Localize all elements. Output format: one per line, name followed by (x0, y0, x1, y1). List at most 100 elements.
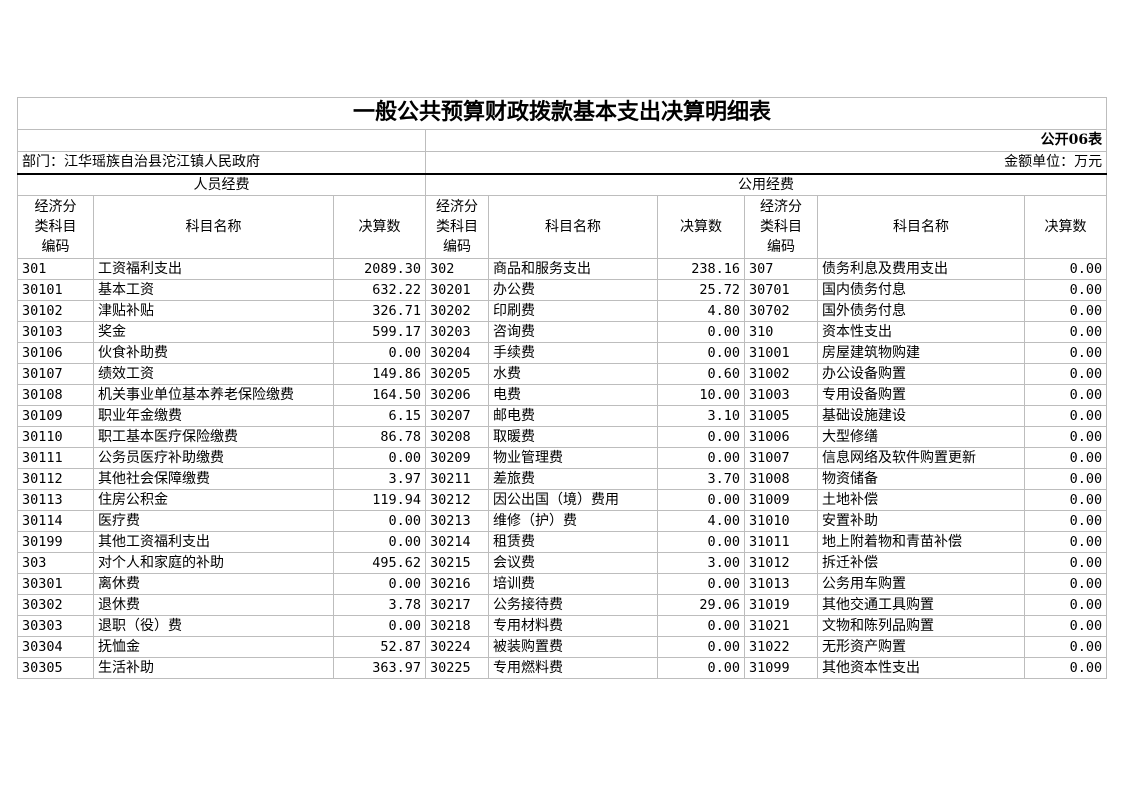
cell-name: 会议费 (488, 552, 658, 574)
cell-amount: 0.00 (657, 636, 745, 658)
cell-code: 31001 (744, 342, 818, 364)
cell-name: 信息网络及软件购置更新 (817, 447, 1025, 469)
header-amount: 决算数 (657, 195, 745, 259)
cell-code: 31005 (744, 405, 818, 427)
cell-amount: 0.00 (1023, 510, 1108, 532)
table-row: 30102 津贴补贴 326.71 30202 印刷费 4.80 30702 国外债务付息 0.… (17, 300, 1108, 322)
cell-name: 离休费 (93, 573, 334, 595)
cell-code: 30304 (17, 636, 94, 658)
cell-amount: 0.00 (333, 573, 426, 595)
cell-code: 303 (17, 552, 94, 574)
cell-name: 电费 (488, 384, 658, 406)
cell-name: 培训费 (488, 573, 658, 595)
table-row: 30109 职业年金缴费 6.15 30207 邮电费 3.10 31005 基础设施建设 0.… (17, 405, 1108, 427)
cell-name: 差旅费 (488, 468, 658, 490)
cell-name: 对个人和家庭的补助 (93, 552, 334, 574)
cell-code: 30209 (425, 447, 489, 469)
cell-code: 30216 (425, 573, 489, 595)
cell-code: 30101 (17, 279, 94, 301)
cell-amount: 0.00 (1023, 531, 1108, 553)
cell-amount: 599.17 (333, 321, 426, 343)
header-code: 经济分 类科目 编码 (425, 195, 489, 259)
cell-amount: 0.00 (1023, 384, 1108, 406)
cell-name: 职工基本医疗保险缴费 (93, 426, 334, 448)
cell-code: 30301 (17, 573, 94, 595)
cell-code: 30103 (17, 321, 94, 343)
cell-name: 租赁费 (488, 531, 658, 553)
cell-amount: 52.87 (333, 636, 426, 658)
header-code: 经济分 类科目 编码 (744, 195, 818, 259)
cell-amount: 0.00 (1023, 321, 1108, 343)
cell-name: 国内债务付息 (817, 279, 1025, 301)
cell-amount: 632.22 (333, 279, 426, 301)
cell-code: 30211 (425, 468, 489, 490)
cell-amount: 0.00 (333, 510, 426, 532)
cell-amount: 0.00 (657, 615, 745, 637)
table-row: 30302 退休费 3.78 30217 公务接待费 29.06 31019 其他交通工具购置… (17, 594, 1108, 616)
cell-code: 31003 (744, 384, 818, 406)
cell-name: 医疗费 (93, 510, 334, 532)
table-row: 303 对个人和家庭的补助 495.62 30215 会议费 3.00 31012 拆迁补偿 0… (17, 552, 1108, 574)
header-name: 科目名称 (93, 195, 334, 259)
cell-code: 30111 (17, 447, 94, 469)
cell-name: 拆迁补偿 (817, 552, 1025, 574)
table-row: 30304 抚恤金 52.87 30224 被装购置费 0.00 31022 无形资产购置 0.… (17, 636, 1108, 658)
cell-amount: 0.00 (1023, 636, 1108, 658)
cell-name: 抚恤金 (93, 636, 334, 658)
cell-name: 办公设备购置 (817, 363, 1025, 385)
cell-amount: 0.00 (657, 531, 745, 553)
header-name: 科目名称 (488, 195, 658, 259)
cell-name: 其他社会保障缴费 (93, 468, 334, 490)
cell-code: 30205 (425, 363, 489, 385)
cell-name: 土地补偿 (817, 489, 1025, 511)
cell-name: 公务接待费 (488, 594, 658, 616)
cell-amount: 0.00 (657, 447, 745, 469)
cell-name: 地上附着物和青苗补偿 (817, 531, 1025, 553)
cell-code: 30113 (17, 489, 94, 511)
cell-code: 30114 (17, 510, 94, 532)
cell-amount: 3.70 (657, 468, 745, 490)
cell-name: 无形资产购置 (817, 636, 1025, 658)
cell-amount: 4.00 (657, 510, 745, 532)
cell-code: 30208 (425, 426, 489, 448)
cell-code: 30702 (744, 300, 818, 322)
cell-code: 30108 (17, 384, 94, 406)
table-row: 30111 公务员医疗补助缴费 0.00 30209 物业管理费 0.00 31007 信息网… (17, 447, 1108, 469)
expenditure-table: 一般公共预算财政拨款基本支出决算明细表 公开06表 部门：江华瑶族自治县沱江镇人… (16, 97, 1108, 679)
cell-name: 工资福利支出 (93, 258, 334, 280)
cell-name: 房屋建筑物购建 (817, 342, 1025, 364)
cell-amount: 0.00 (1023, 615, 1108, 637)
cell-name: 其他工资福利支出 (93, 531, 334, 553)
cell-code: 30303 (17, 615, 94, 637)
cell-amount: 363.97 (333, 657, 426, 679)
cell-amount: 0.00 (657, 489, 745, 511)
cell-name: 物业管理费 (488, 447, 658, 469)
cell-name: 津贴补贴 (93, 300, 334, 322)
cell-code: 31011 (744, 531, 818, 553)
cell-code: 30305 (17, 657, 94, 679)
cell-name: 咨询费 (488, 321, 658, 343)
cell-amount: 0.00 (333, 447, 426, 469)
cell-name: 物资储备 (817, 468, 1025, 490)
cell-code: 31007 (744, 447, 818, 469)
cell-code: 30202 (425, 300, 489, 322)
cell-name: 专用设备购置 (817, 384, 1025, 406)
cell-amount: 0.00 (1023, 573, 1108, 595)
cell-code: 30102 (17, 300, 94, 322)
table-row: 30107 绩效工资 149.86 30205 水费 0.60 31002 办公设备购置 0.0… (17, 363, 1108, 385)
cell-amount: 0.00 (1023, 258, 1108, 280)
cell-code: 31099 (744, 657, 818, 679)
cell-amount: 0.60 (657, 363, 745, 385)
cell-name: 债务利息及费用支出 (817, 258, 1025, 280)
cell-code: 30214 (425, 531, 489, 553)
cell-name: 其他资本性支出 (817, 657, 1025, 679)
cell-code: 31012 (744, 552, 818, 574)
table-row: 30108 机关事业单位基本养老保险缴费 164.50 30206 电费 10.00 310… (17, 384, 1108, 406)
cell-code: 30224 (425, 636, 489, 658)
header-name: 科目名称 (817, 195, 1025, 259)
cell-amount: 2089.30 (333, 258, 426, 280)
cell-name: 职业年金缴费 (93, 405, 334, 427)
page-title: 一般公共预算财政拨款基本支出决算明细表 (16, 97, 1108, 130)
cell-code: 31008 (744, 468, 818, 490)
table-row: 301 工资福利支出 2089.30 302 商品和服务支出 238.16 307 债务利息及… (17, 258, 1108, 280)
